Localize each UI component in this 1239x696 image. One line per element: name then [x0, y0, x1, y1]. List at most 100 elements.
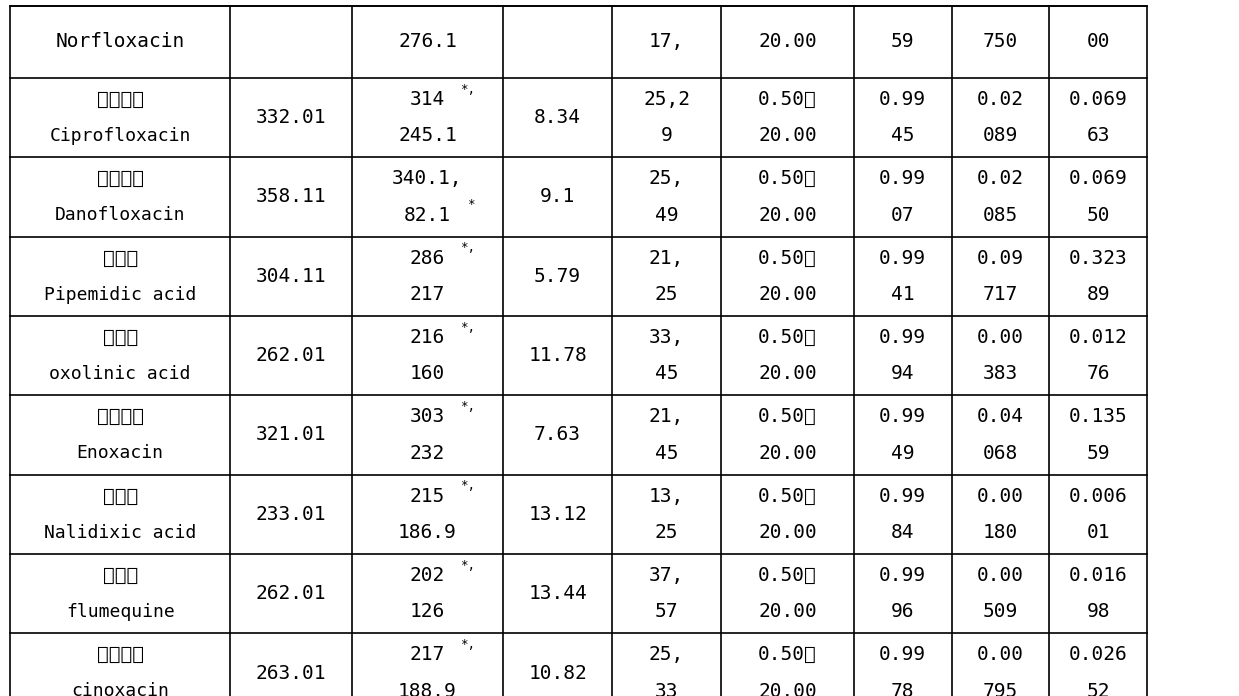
- Text: 50: 50: [1087, 206, 1110, 225]
- Text: 0.00: 0.00: [978, 645, 1023, 664]
- Text: 78: 78: [891, 682, 914, 696]
- Text: 9: 9: [660, 127, 673, 145]
- Text: 0.50～: 0.50～: [758, 566, 817, 585]
- Text: 303: 303: [410, 407, 445, 426]
- Text: 21,: 21,: [649, 407, 684, 426]
- Text: 0.00: 0.00: [978, 328, 1023, 347]
- Text: 82.1: 82.1: [404, 206, 451, 225]
- Text: 0.99: 0.99: [880, 90, 926, 109]
- Text: 286: 286: [410, 248, 445, 267]
- Text: 20.00: 20.00: [758, 206, 817, 225]
- Text: 0.012: 0.012: [1069, 328, 1127, 347]
- Text: 45: 45: [655, 365, 678, 383]
- Text: 环丙沙星: 环丙沙星: [97, 90, 144, 109]
- Text: 0.99: 0.99: [880, 487, 926, 505]
- Text: 340.1,: 340.1,: [393, 169, 462, 188]
- Text: 氟甲咗: 氟甲咗: [103, 566, 138, 585]
- Text: 10.82: 10.82: [528, 663, 587, 683]
- Text: 0.50～: 0.50～: [758, 328, 817, 347]
- Text: 276.1: 276.1: [398, 32, 457, 52]
- Text: 9.1: 9.1: [540, 187, 575, 207]
- Text: 00: 00: [1087, 32, 1110, 52]
- Text: 25: 25: [655, 285, 678, 304]
- Text: *,: *,: [460, 400, 475, 413]
- Text: 20.00: 20.00: [758, 365, 817, 383]
- Text: 59: 59: [891, 32, 914, 52]
- Text: Pipemidic acid: Pipemidic acid: [45, 285, 196, 303]
- Text: 0.50～: 0.50～: [758, 407, 817, 426]
- Text: 达氟沙星: 达氟沙星: [97, 169, 144, 188]
- Text: 262.01: 262.01: [256, 584, 326, 603]
- Text: 20.00: 20.00: [758, 523, 817, 542]
- Text: Ciprofloxacin: Ciprofloxacin: [50, 127, 191, 145]
- Text: 89: 89: [1087, 285, 1110, 304]
- Text: 33,: 33,: [649, 328, 684, 347]
- Text: 0.99: 0.99: [880, 566, 926, 585]
- Text: 232: 232: [410, 444, 445, 463]
- Text: 383: 383: [983, 365, 1018, 383]
- Text: 0.50～: 0.50～: [758, 645, 817, 664]
- Text: 45: 45: [891, 127, 914, 145]
- Text: cinoxacin: cinoxacin: [72, 682, 169, 696]
- Text: 314: 314: [410, 90, 445, 109]
- Text: 07: 07: [891, 206, 914, 225]
- Text: 0.99: 0.99: [880, 407, 926, 426]
- Text: 216: 216: [410, 328, 445, 347]
- Text: 233.01: 233.01: [256, 505, 326, 524]
- Text: 0.016: 0.016: [1069, 566, 1127, 585]
- Text: 188.9: 188.9: [398, 682, 457, 696]
- Text: 0.99: 0.99: [880, 645, 926, 664]
- Text: 0.50～: 0.50～: [758, 248, 817, 267]
- Text: 84: 84: [891, 523, 914, 542]
- Text: 41: 41: [891, 285, 914, 304]
- Text: 321.01: 321.01: [256, 425, 326, 445]
- Text: 25,2: 25,2: [643, 90, 690, 109]
- Text: *,: *,: [460, 83, 475, 95]
- Text: Enoxacin: Enoxacin: [77, 444, 164, 462]
- Text: 0.00: 0.00: [978, 566, 1023, 585]
- Text: 263.01: 263.01: [256, 663, 326, 683]
- Text: 西诺沙星: 西诺沙星: [97, 645, 144, 664]
- Text: 37,: 37,: [649, 566, 684, 585]
- Text: 217: 217: [410, 285, 445, 304]
- Text: 63: 63: [1087, 127, 1110, 145]
- Text: 126: 126: [410, 603, 445, 622]
- Text: 202: 202: [410, 566, 445, 585]
- Text: 5.79: 5.79: [534, 267, 581, 286]
- Text: 717: 717: [983, 285, 1018, 304]
- Text: 0.00: 0.00: [978, 487, 1023, 505]
- Text: 215: 215: [410, 487, 445, 505]
- Text: 13.44: 13.44: [528, 584, 587, 603]
- Text: 吵咀酸: 吵咀酸: [103, 248, 138, 267]
- Text: 94: 94: [891, 365, 914, 383]
- Text: 217: 217: [410, 645, 445, 664]
- Text: 332.01: 332.01: [256, 108, 326, 127]
- Text: 262.01: 262.01: [256, 346, 326, 365]
- Text: 25,: 25,: [649, 169, 684, 188]
- Text: 17,: 17,: [649, 32, 684, 52]
- Text: 20.00: 20.00: [758, 444, 817, 463]
- Text: 依诺沙星: 依诺沙星: [97, 407, 144, 426]
- Text: 01: 01: [1087, 523, 1110, 542]
- Text: 20.00: 20.00: [758, 32, 817, 52]
- Text: 0.50～: 0.50～: [758, 169, 817, 188]
- Text: *,: *,: [460, 638, 475, 651]
- Text: 21,: 21,: [649, 248, 684, 267]
- Text: *: *: [467, 198, 475, 212]
- Text: 0.02: 0.02: [978, 90, 1023, 109]
- Text: 186.9: 186.9: [398, 523, 457, 542]
- Text: 0.026: 0.026: [1069, 645, 1127, 664]
- Text: 96: 96: [891, 603, 914, 622]
- Text: 0.323: 0.323: [1069, 248, 1127, 267]
- Text: 20.00: 20.00: [758, 603, 817, 622]
- Text: Nalidixic acid: Nalidixic acid: [45, 523, 196, 541]
- Text: 0.50～: 0.50～: [758, 487, 817, 505]
- Text: 33: 33: [655, 682, 678, 696]
- Text: 49: 49: [655, 206, 678, 225]
- Text: 49: 49: [891, 444, 914, 463]
- Text: 0.50～: 0.50～: [758, 90, 817, 109]
- Text: 57: 57: [655, 603, 678, 622]
- Text: 8.34: 8.34: [534, 108, 581, 127]
- Text: 245.1: 245.1: [398, 127, 457, 145]
- Text: 0.069: 0.069: [1069, 169, 1127, 188]
